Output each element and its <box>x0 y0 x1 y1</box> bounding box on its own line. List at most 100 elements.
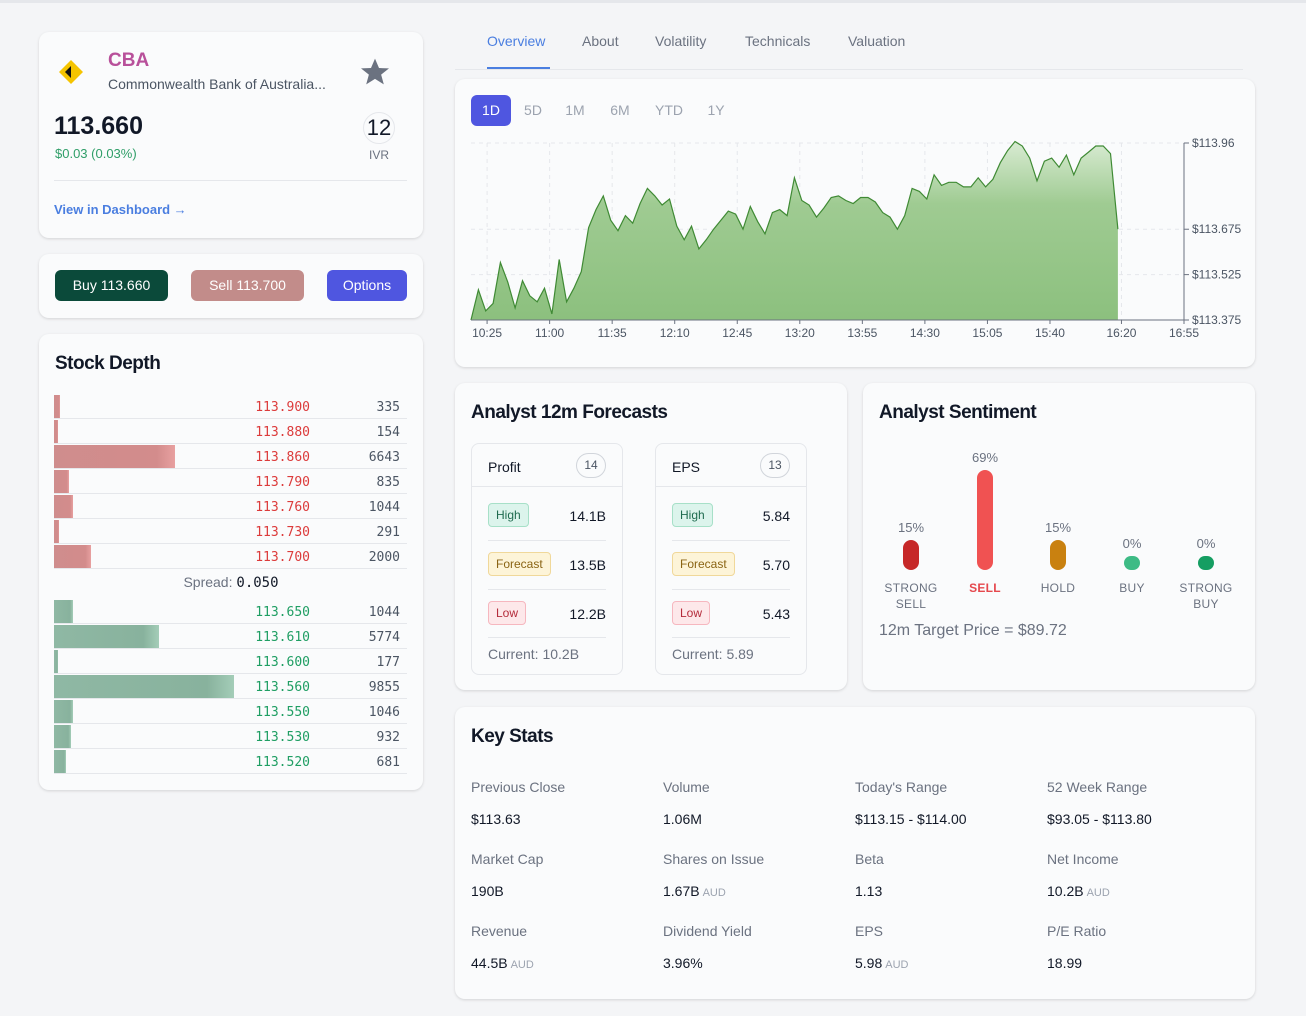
ask-row[interactable]: 113.900 335 <box>54 394 407 419</box>
ticker-symbol: CBA <box>108 50 150 71</box>
range-ytd-button[interactable]: YTD <box>655 102 683 118</box>
bid-row[interactable]: 113.530 932 <box>54 724 407 749</box>
forecast-box-title: EPS <box>672 459 701 475</box>
divider <box>672 589 790 590</box>
bid-row[interactable]: 113.610 5774 <box>54 624 407 649</box>
bid-row[interactable]: 113.560 9855 <box>54 674 407 699</box>
divider <box>488 540 606 541</box>
stat-value-text: 44.5B <box>471 955 508 971</box>
range-1d-button[interactable]: 1D <box>471 95 511 126</box>
sentiment-bar <box>1050 540 1066 570</box>
stat-value-text: 1.67B <box>663 883 700 899</box>
bid-volume-bar <box>54 600 73 623</box>
view-dashboard-link[interactable]: View in Dashboard → <box>54 202 187 217</box>
cba-logo-icon <box>59 60 83 84</box>
trade-card: Buy 113.660 Sell 113.700 Options <box>39 254 423 318</box>
stat-label: Beta <box>855 851 884 867</box>
ask-row[interactable]: 113.790 835 <box>54 469 407 494</box>
profit-forecast-box: Profit 14 High 14.1B Forecast 13.5B Low … <box>471 443 623 675</box>
sentiment-label: HOLD <box>1040 581 1076 595</box>
ask-price: 113.760 <box>255 500 310 515</box>
tab-volatility[interactable]: Volatility <box>655 33 707 49</box>
ask-row[interactable]: 113.700 2000 <box>54 544 407 569</box>
y-tick-label: $113.675 <box>1192 222 1241 236</box>
tab-valuation[interactable]: Valuation <box>848 33 906 49</box>
bid-row[interactable]: 113.520 681 <box>54 749 407 774</box>
range-1m-button[interactable]: 1M <box>565 102 585 118</box>
ask-price: 113.700 <box>255 550 310 565</box>
forecast-badge: Forecast <box>672 552 735 576</box>
sentiment-percent: 0% <box>1196 536 1216 551</box>
options-button[interactable]: Options <box>327 270 407 301</box>
bid-price: 113.610 <box>255 630 310 645</box>
ask-price: 113.790 <box>255 475 310 490</box>
sentiment-percent: 15% <box>1044 520 1072 535</box>
bid-price: 113.550 <box>255 705 310 720</box>
stat-label: Volume <box>663 779 710 795</box>
sentiment-bar <box>903 540 919 570</box>
bid-row[interactable]: 113.550 1046 <box>54 699 407 724</box>
stat-label: Net Income <box>1047 851 1119 867</box>
buy-button[interactable]: Buy 113.660 <box>55 270 168 301</box>
bid-quantity: 681 <box>376 755 400 770</box>
bid-quantity: 932 <box>376 730 400 745</box>
stat-unit: AUD <box>702 887 726 899</box>
bid-volume-bar <box>54 625 159 648</box>
ask-volume-bar <box>54 470 69 493</box>
sentiment-bar <box>1124 556 1140 570</box>
ask-row[interactable]: 113.760 1044 <box>54 494 407 519</box>
y-tick-label: $113.96 <box>1192 136 1235 150</box>
range-6m-button[interactable]: 6M <box>610 102 630 118</box>
bid-price: 113.530 <box>255 730 310 745</box>
stat-label: 52 Week Range <box>1047 779 1148 795</box>
ask-price: 113.730 <box>255 525 310 540</box>
spread-value: 0.050 <box>236 575 279 591</box>
x-tick-label: 11:35 <box>598 326 627 340</box>
tab-about[interactable]: About <box>582 33 619 49</box>
stat-value: 5.98 AUD <box>855 955 908 971</box>
sell-button[interactable]: Sell 113.700 <box>191 270 304 301</box>
stat-value: 18.99 <box>1047 955 1082 971</box>
stat-value: $93.05 - $113.80 <box>1047 811 1152 827</box>
analyst-forecasts-card: Analyst 12m Forecasts Profit 14 High 14.… <box>455 383 847 690</box>
ask-quantity: 291 <box>376 525 400 540</box>
stat-value: 1.13 <box>855 883 882 899</box>
stock-depth-title: Stock Depth <box>55 353 161 374</box>
x-tick-label: 14:30 <box>910 326 940 340</box>
stat-label: Dividend Yield <box>663 923 752 939</box>
x-tick-label: 15:05 <box>972 326 1002 340</box>
spread: Spread: 0.050 <box>39 574 423 591</box>
stat-value: $113.15 - $114.00 <box>855 811 967 827</box>
sentiment-label: STRONG BUY <box>1179 581 1233 611</box>
price-chart[interactable]: 10:25 11:00 11:35 12:10 12:45 13:20 13:55 14:30… <box>455 79 1255 367</box>
price-area <box>471 141 1118 320</box>
divider <box>488 637 606 638</box>
bid-price: 113.560 <box>255 680 310 695</box>
range-5d-button[interactable]: 5D <box>524 102 542 118</box>
stat-value-text: $93.05 - $113.80 <box>1047 811 1152 827</box>
last-price: 113.660 <box>54 112 143 140</box>
tab-overview[interactable]: Overview <box>487 33 546 49</box>
bid-row[interactable]: 113.600 177 <box>54 649 407 674</box>
bid-quantity: 177 <box>376 655 400 670</box>
divider <box>672 637 790 638</box>
bid-row[interactable]: 113.650 1044 <box>54 599 407 624</box>
sentiment-label: BUY <box>1119 581 1145 595</box>
tab-technicals[interactable]: Technicals <box>745 33 811 49</box>
analyst-count: 14 <box>576 453 606 478</box>
star-icon[interactable] <box>359 56 391 88</box>
low-badge: Low <box>488 601 527 625</box>
ask-row[interactable]: 113.730 291 <box>54 519 407 544</box>
ask-row[interactable]: 113.860 6643 <box>54 444 407 469</box>
stock-depth-card: Stock Depth Spread: 0.050 113.900 335 113.… <box>39 334 423 790</box>
ask-price: 113.880 <box>255 425 310 440</box>
range-1y-button[interactable]: 1Y <box>707 102 725 118</box>
x-tick-label: 16:55 <box>1169 326 1199 340</box>
stat-value: 1.06M <box>663 811 702 827</box>
ask-row[interactable]: 113.880 154 <box>54 419 407 444</box>
x-tick-label: 16:20 <box>1106 326 1136 340</box>
active-tab-indicator <box>487 67 550 69</box>
divider <box>472 486 622 487</box>
low-value: 5.43 <box>762 606 790 622</box>
forecast-badge: Forecast <box>488 552 551 576</box>
